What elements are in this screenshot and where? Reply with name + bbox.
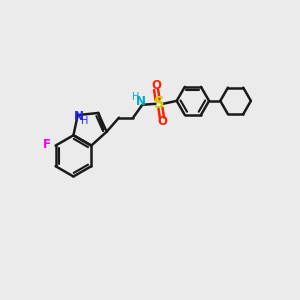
- Text: H: H: [80, 116, 88, 126]
- Text: H: H: [132, 92, 139, 102]
- Text: N: N: [136, 95, 146, 108]
- Text: S: S: [154, 96, 164, 111]
- Text: O: O: [151, 80, 161, 92]
- Text: F: F: [44, 139, 51, 152]
- Text: N: N: [74, 110, 84, 123]
- Text: O: O: [157, 115, 167, 128]
